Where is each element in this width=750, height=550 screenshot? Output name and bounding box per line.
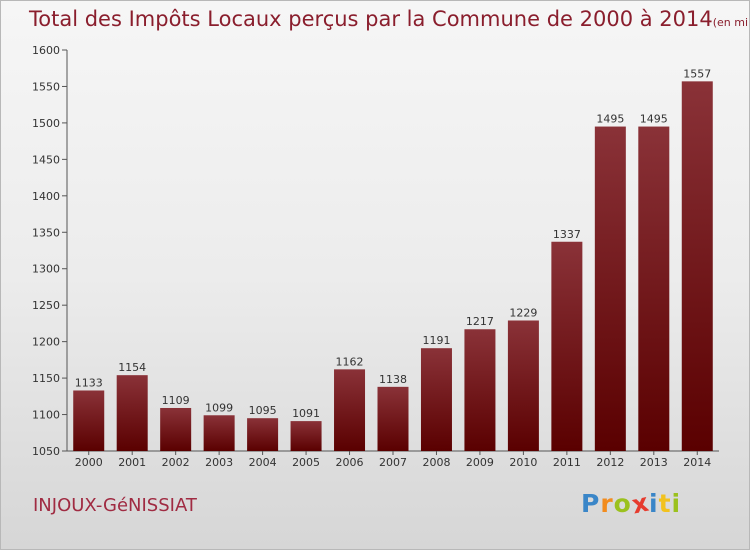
bar-2003[interactable] <box>203 415 235 451</box>
bar-2008[interactable] <box>420 348 452 451</box>
logo-letter: o <box>613 489 632 518</box>
chart-title-text: Total des Impôts Locaux perçus par la Co… <box>29 7 713 31</box>
x-tick-label-2010: 2010 <box>509 456 537 469</box>
bar-2000[interactable] <box>73 390 105 451</box>
logo-letter: i <box>649 489 659 518</box>
x-tick-label-2004: 2004 <box>249 456 277 469</box>
logo-letter: t <box>658 489 672 518</box>
x-tick-label-2001: 2001 <box>118 456 146 469</box>
y-tick-label: 1400 <box>32 190 60 203</box>
commune-name: INJOUX-GéNISSIAT <box>33 495 197 516</box>
data-label-2005: 1091 <box>292 407 320 420</box>
logo-letter: P <box>581 489 601 518</box>
bar-2009[interactable] <box>464 329 496 451</box>
bar-2012[interactable] <box>594 126 626 452</box>
x-tick-label-2012: 2012 <box>596 456 624 469</box>
bar-2005[interactable] <box>290 421 322 451</box>
data-label-2013: 1495 <box>640 113 668 126</box>
data-label-2008: 1191 <box>422 334 450 347</box>
bar-2004[interactable] <box>247 418 279 451</box>
logo-letter: r <box>600 489 614 518</box>
data-label-2002: 1109 <box>162 394 190 407</box>
y-tick-label: 1550 <box>32 80 60 93</box>
bar-2007[interactable] <box>377 386 409 451</box>
x-tick-label-2014: 2014 <box>683 456 711 469</box>
data-label-2010: 1229 <box>509 306 537 319</box>
data-label-2007: 1138 <box>379 373 407 386</box>
chart-axes: 1050 1100 1150 1200 1250 1300 1350 1400 1450 1500… <box>32 44 719 469</box>
x-tick-label-2013: 2013 <box>640 456 668 469</box>
data-label-2006: 1162 <box>336 355 364 368</box>
x-tick-label-2000: 2000 <box>75 456 103 469</box>
x-tick-label-2003: 2003 <box>205 456 233 469</box>
chart-title: Total des Impôts Locaux perçus par la Co… <box>29 7 749 31</box>
data-label-2014: 1557 <box>683 67 711 80</box>
bar-2014[interactable] <box>681 81 713 452</box>
y-tick-label: 1300 <box>32 263 60 276</box>
bar-2011[interactable] <box>551 241 583 451</box>
x-tick-label-2006: 2006 <box>336 456 364 469</box>
data-label-2009: 1217 <box>466 315 494 328</box>
x-tick-label-2007: 2007 <box>379 456 407 469</box>
data-label-2011: 1337 <box>553 228 581 241</box>
x-tick-label-2002: 2002 <box>162 456 190 469</box>
bar-2006[interactable] <box>334 369 366 451</box>
y-tick-label: 1100 <box>32 409 60 422</box>
y-tick-label: 1450 <box>32 153 60 166</box>
data-label-2001: 1154 <box>118 361 146 374</box>
y-tick-label: 1150 <box>32 372 60 385</box>
proxiti-logo[interactable]: Proxiti <box>581 488 682 520</box>
bar-2013[interactable] <box>638 126 670 452</box>
chart-unit-note: (en milliers d'€) <box>712 16 749 29</box>
bar-2002[interactable] <box>160 407 192 451</box>
logo-letter: i <box>671 489 682 518</box>
chart-bars: 1133 1154 1109 1099 1095 1091 1162 1138 1191 1217… <box>73 67 713 452</box>
data-label-2000: 1133 <box>75 376 103 389</box>
bar-2001[interactable] <box>116 375 148 451</box>
x-tick-label-2009: 2009 <box>466 456 494 469</box>
data-label-2004: 1095 <box>249 404 277 417</box>
y-tick-label: 1600 <box>32 44 60 57</box>
y-tick-label: 1050 <box>32 445 60 458</box>
y-tick-label: 1200 <box>32 336 60 349</box>
y-tick-label: 1500 <box>32 117 60 130</box>
data-label-2012: 1495 <box>596 113 624 126</box>
x-tick-label-2005: 2005 <box>292 456 320 469</box>
y-tick-label: 1350 <box>32 226 60 239</box>
data-label-2003: 1099 <box>205 401 233 414</box>
bar-2010[interactable] <box>507 320 539 451</box>
x-tick-label-2011: 2011 <box>553 456 581 469</box>
x-tick-label-2008: 2008 <box>422 456 450 469</box>
y-tick-label: 1250 <box>32 299 60 312</box>
